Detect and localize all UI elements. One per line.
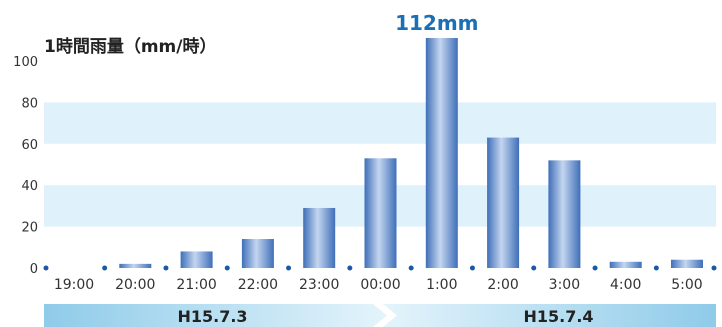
x-tick-label: 22:00: [238, 277, 278, 293]
bar: [119, 263, 152, 268]
x-tick-labels: 19:00 20:00 21:00 22:00 23:00 00:00 1:00 2:00 3:…: [54, 277, 703, 293]
axis-dot: [653, 265, 659, 271]
y-tick-label: 60: [21, 138, 38, 153]
axis-dot: [347, 265, 353, 271]
y-tick-label: 80: [21, 96, 38, 111]
axis-dot: [43, 265, 49, 271]
x-tick-label: 3:00: [549, 277, 580, 293]
bar-series: [119, 38, 703, 268]
date-group-label: H15.7.4: [523, 307, 593, 326]
x-tick-label: 4:00: [610, 277, 641, 293]
x-tick-label: 1:00: [426, 277, 457, 293]
bar: [303, 207, 336, 268]
axis-dot: [286, 265, 292, 271]
x-tick-label: 2:00: [487, 277, 518, 293]
date-bar-left: [44, 304, 387, 327]
bar: [364, 158, 397, 268]
x-tick-label: 23:00: [299, 277, 339, 293]
date-bar-right: [383, 304, 716, 327]
date-group-label: H15.7.3: [177, 307, 247, 326]
bar: [241, 239, 274, 268]
bar: [548, 160, 581, 268]
x-tick-label: 00:00: [360, 277, 400, 293]
axis-dot: [163, 265, 169, 271]
axis-dot: [224, 265, 230, 271]
x-tick-label: 19:00: [54, 277, 94, 293]
x-tick-label: 21:00: [176, 277, 216, 293]
x-tick-label: 20:00: [115, 277, 155, 293]
y-tick-label: 40: [21, 179, 38, 194]
axis-dot: [531, 265, 537, 271]
bar: [180, 251, 213, 268]
y-tick-label: 100: [13, 55, 38, 70]
x-tick-label: 5:00: [671, 277, 702, 293]
axis-dot: [592, 265, 598, 271]
y-tick-label: 0: [30, 262, 38, 277]
y-tick-labels: 0 20 40 60 80 100: [13, 55, 38, 277]
bar: [671, 259, 703, 268]
y-tick-label: 20: [21, 221, 38, 236]
bar: [487, 137, 520, 268]
date-group-bars: H15.7.3 H15.7.4: [44, 304, 716, 327]
axis-dot: [102, 265, 108, 271]
bar: [609, 261, 642, 268]
x-axis-baseline: [43, 265, 717, 271]
y-axis-title: 1時間雨量（mm/時）: [44, 36, 216, 57]
grid-band: [44, 102, 716, 144]
axis-dot: [408, 265, 414, 271]
bar: [425, 38, 458, 268]
axis-dot: [711, 265, 717, 271]
peak-annotation: 112mm: [395, 11, 478, 35]
axis-dot: [469, 265, 475, 271]
